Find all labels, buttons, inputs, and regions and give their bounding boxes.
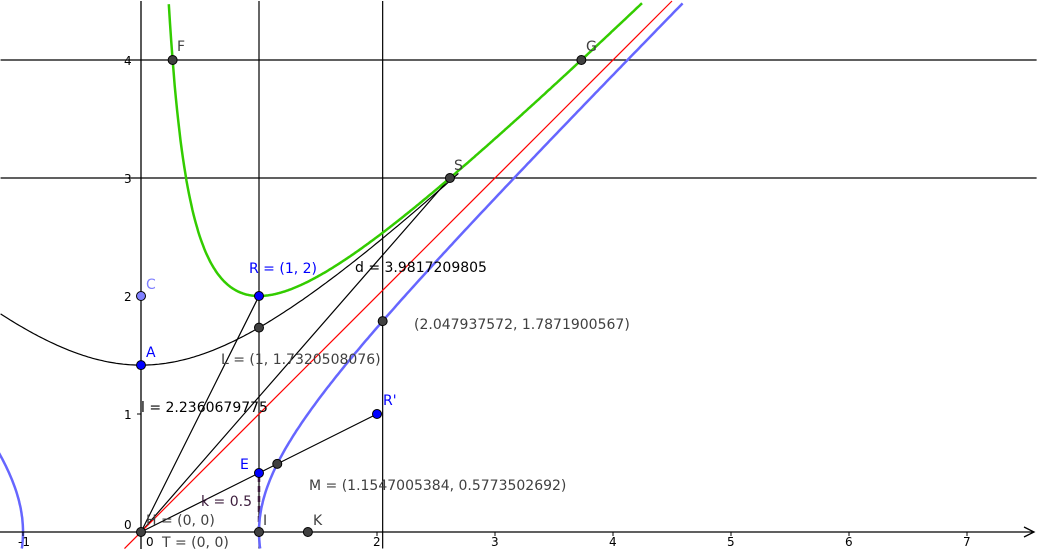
label-L[interactable]: L = (1, 1.7320508076): [221, 352, 381, 368]
tick-labels: -1 0 2 3 4 5 6 7 0 1 2 3 4: [18, 54, 971, 549]
label-d[interactable]: d = 3.9817209805: [355, 260, 487, 276]
point-M[interactable]: [272, 458, 283, 469]
segment-O-R[interactable]: [140, 295, 260, 533]
point-L[interactable]: [254, 322, 264, 333]
x-tick-label: -1: [18, 535, 30, 549]
point-R[interactable]: [254, 291, 264, 301]
y-tick-label: 4: [124, 54, 132, 68]
points: [136, 55, 587, 537]
label-T[interactable]: T = (0, 0): [161, 535, 229, 550]
label-K[interactable]: K: [313, 513, 323, 529]
label-H[interactable]: H = (0, 0): [146, 513, 215, 529]
x-tick-label: 3: [491, 535, 499, 549]
point-I[interactable]: [254, 527, 264, 537]
label-M[interactable]: M = (1.1547005384, 0.5773502692): [309, 478, 566, 494]
point-R-prime[interactable]: [372, 409, 382, 419]
label-C[interactable]: C: [146, 277, 156, 293]
segment-O-S[interactable]: [140, 177, 451, 533]
point-C[interactable]: [136, 291, 146, 301]
label-R[interactable]: R = (1, 2): [249, 261, 317, 277]
label-R-prime[interactable]: R': [383, 393, 397, 409]
label-A[interactable]: A: [146, 345, 156, 361]
point-S[interactable]: [444, 173, 455, 183]
x-axis-arrow-icon: [1023, 526, 1036, 538]
label-intersection[interactable]: (2.047937572, 1.7871900567): [414, 317, 630, 333]
asymptote-y-equals-x[interactable]: [124, 0, 673, 549]
black-hyperbola[interactable]: [0, 172, 459, 366]
point-F[interactable]: [167, 55, 178, 65]
label-l[interactable]: l = 2.2360679775: [141, 400, 268, 416]
y-tick-label: 3: [124, 172, 132, 186]
y-tick-label: 0: [124, 518, 132, 532]
point-A[interactable]: [136, 360, 146, 371]
labels: F G S R = (1, 2) C A L = (1, 1.732050807…: [141, 39, 630, 550]
label-F[interactable]: F: [177, 39, 185, 55]
point-G[interactable]: [576, 55, 587, 65]
blue-hyperbola-left[interactable]: [0, 416, 25, 549]
label-k[interactable]: k = 0.5: [201, 494, 252, 510]
point-E[interactable]: [254, 468, 264, 478]
x-tick-label: 5: [727, 535, 735, 549]
label-G[interactable]: G: [586, 39, 597, 55]
curves: [0, 2, 684, 549]
point-O[interactable]: [136, 527, 146, 537]
y-tick-label: 2: [124, 290, 132, 304]
x-tick-label: 7: [963, 535, 971, 549]
blue-hyperbola-right[interactable]: [257, 2, 684, 549]
point-K[interactable]: [302, 527, 313, 537]
y-tick-label: 1: [124, 408, 132, 422]
x-tick-label: 0: [146, 535, 154, 549]
x-tick-label: 2: [373, 535, 381, 549]
label-I[interactable]: I: [263, 513, 267, 529]
point-intersection[interactable]: [377, 316, 388, 327]
x-tick-label: 4: [609, 535, 617, 549]
green-curve[interactable]: [167, 2, 643, 298]
label-S[interactable]: S: [454, 158, 463, 174]
x-tick-label: 6: [845, 535, 853, 549]
label-E[interactable]: E: [240, 457, 249, 473]
